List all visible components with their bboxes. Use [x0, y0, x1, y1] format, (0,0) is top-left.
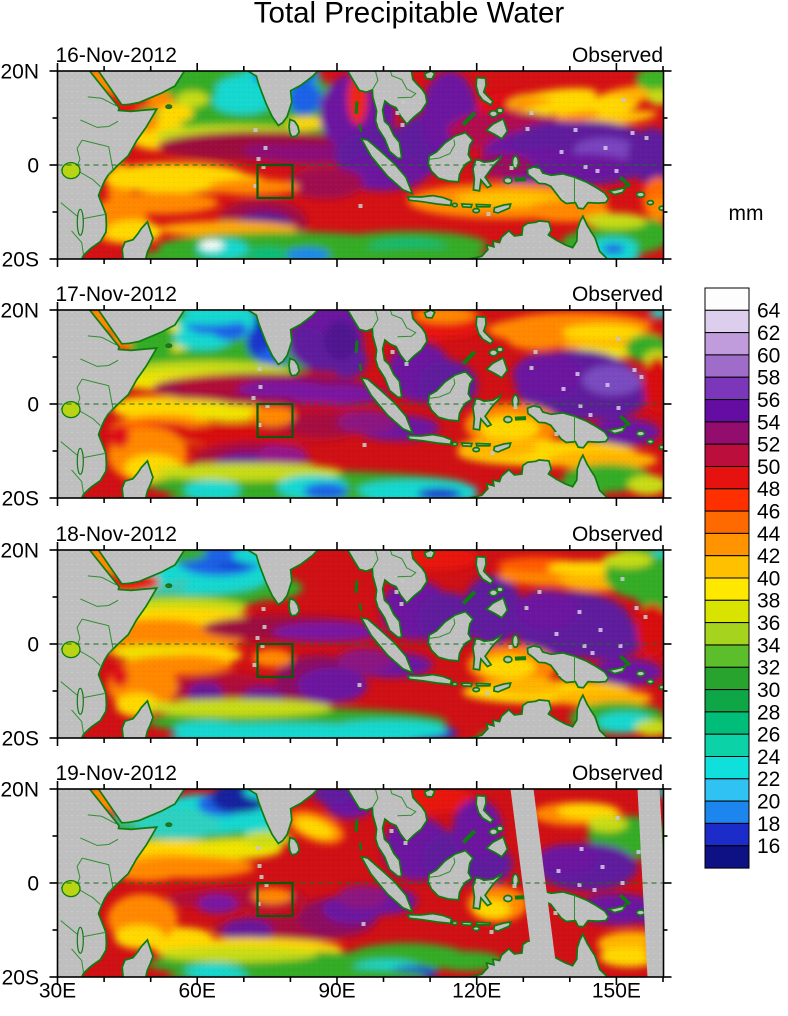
- svg-text:16-Nov-2012: 16-Nov-2012: [56, 44, 177, 67]
- svg-text:19-Nov-2012: 19-Nov-2012: [56, 762, 177, 785]
- svg-text:40: 40: [757, 567, 780, 590]
- svg-text:26: 26: [757, 724, 780, 747]
- svg-text:20N: 20N: [0, 299, 39, 322]
- svg-text:16: 16: [757, 835, 780, 858]
- svg-text:50: 50: [757, 456, 780, 479]
- svg-text:58: 58: [757, 367, 780, 390]
- svg-text:18-Nov-2012: 18-Nov-2012: [56, 523, 177, 546]
- svg-text:28: 28: [757, 701, 780, 724]
- svg-text:56: 56: [757, 389, 780, 412]
- svg-text:64: 64: [757, 300, 781, 323]
- svg-text:20N: 20N: [0, 778, 39, 801]
- svg-text:Observed: Observed: [572, 283, 663, 306]
- svg-text:30: 30: [757, 679, 780, 702]
- svg-text:60: 60: [757, 344, 780, 367]
- svg-text:42: 42: [757, 545, 780, 568]
- svg-text:36: 36: [757, 612, 780, 635]
- svg-text:20S: 20S: [2, 727, 39, 750]
- svg-text:62: 62: [757, 322, 780, 345]
- svg-text:Observed: Observed: [572, 523, 663, 546]
- svg-text:Total Precipitable Water: Total Precipitable Water: [254, 0, 565, 30]
- svg-text:48: 48: [757, 478, 780, 501]
- svg-text:34: 34: [757, 634, 781, 657]
- svg-text:0: 0: [27, 154, 39, 177]
- svg-text:20S: 20S: [2, 487, 39, 510]
- svg-text:52: 52: [757, 434, 780, 457]
- svg-text:20N: 20N: [0, 539, 39, 562]
- svg-text:20S: 20S: [2, 248, 39, 271]
- svg-text:mm: mm: [729, 202, 764, 225]
- svg-text:120E: 120E: [452, 980, 501, 1003]
- svg-text:30E: 30E: [39, 980, 76, 1003]
- svg-text:0: 0: [27, 633, 39, 656]
- svg-text:20N: 20N: [0, 60, 39, 83]
- svg-text:44: 44: [757, 523, 781, 546]
- svg-text:0: 0: [27, 872, 39, 895]
- svg-text:20S: 20S: [2, 966, 39, 989]
- svg-text:22: 22: [757, 768, 780, 791]
- svg-text:54: 54: [757, 411, 781, 434]
- svg-text:0: 0: [27, 393, 39, 416]
- svg-text:Observed: Observed: [572, 44, 663, 67]
- svg-text:38: 38: [757, 590, 780, 613]
- svg-text:Observed: Observed: [572, 762, 663, 785]
- svg-text:17-Nov-2012: 17-Nov-2012: [56, 283, 177, 306]
- svg-text:150E: 150E: [592, 980, 641, 1003]
- svg-text:24: 24: [757, 746, 781, 769]
- svg-text:90E: 90E: [318, 980, 355, 1003]
- svg-text:18: 18: [757, 813, 780, 836]
- svg-text:20: 20: [757, 791, 780, 814]
- svg-text:60E: 60E: [179, 980, 216, 1003]
- svg-text:32: 32: [757, 657, 780, 680]
- svg-text:46: 46: [757, 501, 780, 524]
